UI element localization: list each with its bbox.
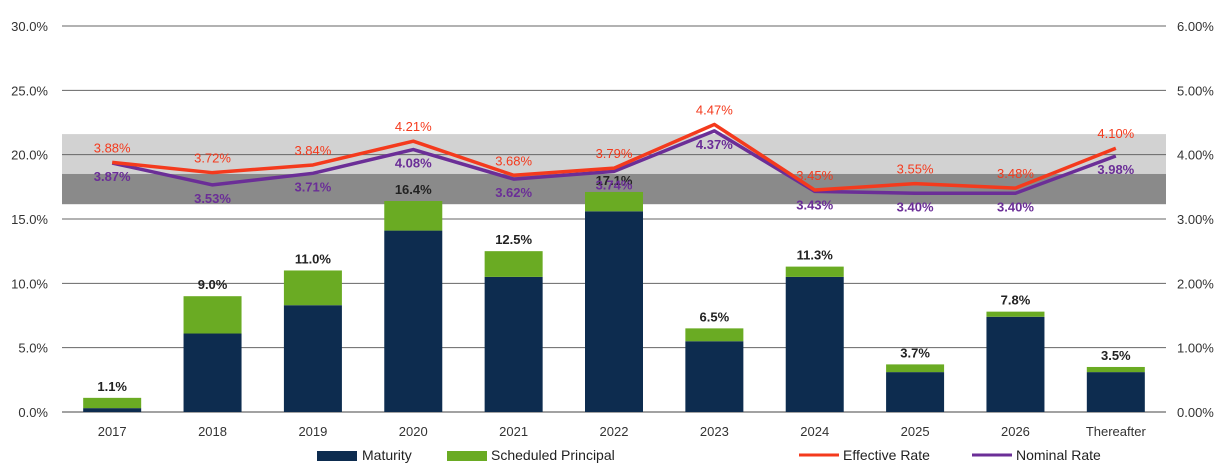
y-tick-label: 25.0%	[11, 83, 48, 98]
effective-rate-label: 3.68%	[495, 153, 532, 168]
legend-label-maturity: Maturity	[362, 447, 412, 463]
bar-total-label: 16.4%	[395, 182, 432, 197]
data-labels: 1.1% 9.0% 11.0% 16.4% 12.5% 17.1% 6.5% 11.3% 3.7…	[94, 102, 1135, 393]
bar-maturity	[585, 211, 643, 412]
bar-total-label: 17.1%	[596, 173, 633, 188]
y2-tick-label: 6.00%	[1177, 19, 1214, 34]
bar-maturity	[83, 408, 142, 412]
bar-maturity	[986, 316, 1045, 412]
bar-scheduled-principal	[384, 200, 443, 231]
y2-tick-label: 1.00%	[1177, 341, 1214, 356]
x-tick-label: 2023	[700, 424, 729, 439]
legend-swatch-maturity	[317, 451, 357, 461]
nominal-rate-label: 3.53%	[194, 191, 231, 206]
x-tick-label: 2022	[600, 424, 629, 439]
effective-rate-line	[112, 122, 1117, 192]
y-tick-label: 15.0%	[11, 212, 48, 227]
bars	[83, 191, 1145, 412]
x-tick-label: 2018	[198, 424, 227, 439]
x-tick-label: 2026	[1001, 424, 1030, 439]
bar-scheduled-principal	[585, 191, 643, 212]
bar-scheduled-principal	[785, 266, 844, 277]
nominal-rate-label: 3.74%	[596, 177, 633, 192]
bar-scheduled-principal	[83, 397, 142, 409]
nominal-rate-label: 3.40%	[997, 199, 1034, 214]
x-tick-label: 2024	[800, 424, 829, 439]
bar-maturity	[685, 341, 744, 412]
bar-total-label: 3.5%	[1101, 348, 1131, 363]
effective-rate-label: 3.84%	[294, 143, 331, 158]
y2-tick-label: 5.00%	[1177, 83, 1214, 98]
y-tick-label: 30.0%	[11, 19, 48, 34]
legend-label-nominal-rate: Nominal Rate	[1016, 447, 1101, 463]
nominal-rate-label: 3.71%	[294, 179, 331, 194]
legend: Maturity Scheduled Principal Effective R…	[317, 447, 1101, 463]
effective-rate-label: 4.21%	[395, 119, 432, 134]
y-tick-label: 10.0%	[11, 276, 48, 291]
nominal-rate-label: 4.08%	[395, 156, 432, 171]
bar-scheduled-principal	[484, 251, 543, 277]
bar-maturity	[1086, 372, 1145, 412]
effective-rate-label: 4.47%	[696, 102, 733, 117]
rate-bands	[62, 134, 1166, 205]
bar-maturity	[283, 305, 342, 412]
bar-total-label: 11.3%	[797, 248, 834, 263]
legend-label-scheduled-principal: Scheduled Principal	[491, 447, 615, 463]
nominal-rate-label: 3.98%	[1097, 162, 1134, 177]
bar-total-label: 6.5%	[700, 309, 730, 324]
nominal-rate-line	[111, 129, 1117, 196]
legend-swatch-scheduled-principal	[447, 451, 487, 461]
bar-scheduled-principal	[886, 364, 945, 373]
bar-scheduled-principal	[685, 328, 744, 342]
bar-maturity	[484, 276, 543, 412]
effective-rate-label: 3.45%	[796, 168, 833, 183]
bar-total-label: 9.0%	[198, 277, 228, 292]
effective-rate-label: 3.55%	[897, 162, 934, 177]
y2-tick-label: 2.00%	[1177, 276, 1214, 291]
nominal-rate-label: 3.40%	[897, 199, 934, 214]
effective-rate-label: 3.72%	[194, 151, 231, 166]
y-tick-label: 0.0%	[18, 405, 48, 420]
y2-tick-label: 3.00%	[1177, 212, 1214, 227]
legend-label-effective-rate: Effective Rate	[843, 447, 930, 463]
effective-rate-label: 4.10%	[1097, 126, 1134, 141]
x-tick-label: 2021	[499, 424, 528, 439]
effective-rate-label: 3.88%	[94, 140, 131, 155]
effective-rate-label: 3.79%	[596, 146, 633, 161]
bar-scheduled-principal	[183, 296, 242, 334]
x-tick-label: 2017	[98, 424, 127, 439]
y2-tick-label: 0.00%	[1177, 405, 1214, 420]
axes: 0.0% 0.00% 5.0% 1.00% 10.0% 2.00% 15.0% 3.00% 20…	[11, 19, 1214, 439]
y2-tick-label: 4.00%	[1177, 148, 1214, 163]
y-tick-label: 5.0%	[18, 341, 48, 356]
nominal-rate-label: 3.87%	[94, 169, 131, 184]
x-tick-label: Thereafter	[1086, 424, 1147, 439]
nominal-rate-label: 4.37%	[696, 137, 733, 152]
bar-scheduled-principal	[1086, 366, 1145, 373]
bar-total-label: 3.7%	[900, 345, 930, 360]
bar-scheduled-principal	[283, 270, 342, 306]
x-tick-label: 2025	[901, 424, 930, 439]
bar-total-label: 11.0%	[295, 251, 332, 266]
nominal-rate-label: 3.43%	[796, 197, 833, 212]
bar-total-label: 7.8%	[1001, 293, 1031, 308]
x-tick-label: 2019	[298, 424, 327, 439]
x-tick-label: 2020	[399, 424, 428, 439]
bar-total-label: 12.5%	[495, 232, 532, 247]
nominal-rate-label: 3.62%	[495, 185, 532, 200]
effective-rate-label: 3.48%	[997, 166, 1034, 181]
bar-maturity	[183, 333, 242, 412]
bar-maturity	[886, 372, 945, 412]
bar-maturity	[785, 276, 844, 412]
y-tick-label: 20.0%	[11, 148, 48, 163]
bar-total-label: 1.1%	[97, 379, 127, 394]
rate-lines	[111, 122, 1117, 196]
bar-scheduled-principal	[986, 311, 1045, 317]
bar-maturity	[384, 230, 443, 412]
